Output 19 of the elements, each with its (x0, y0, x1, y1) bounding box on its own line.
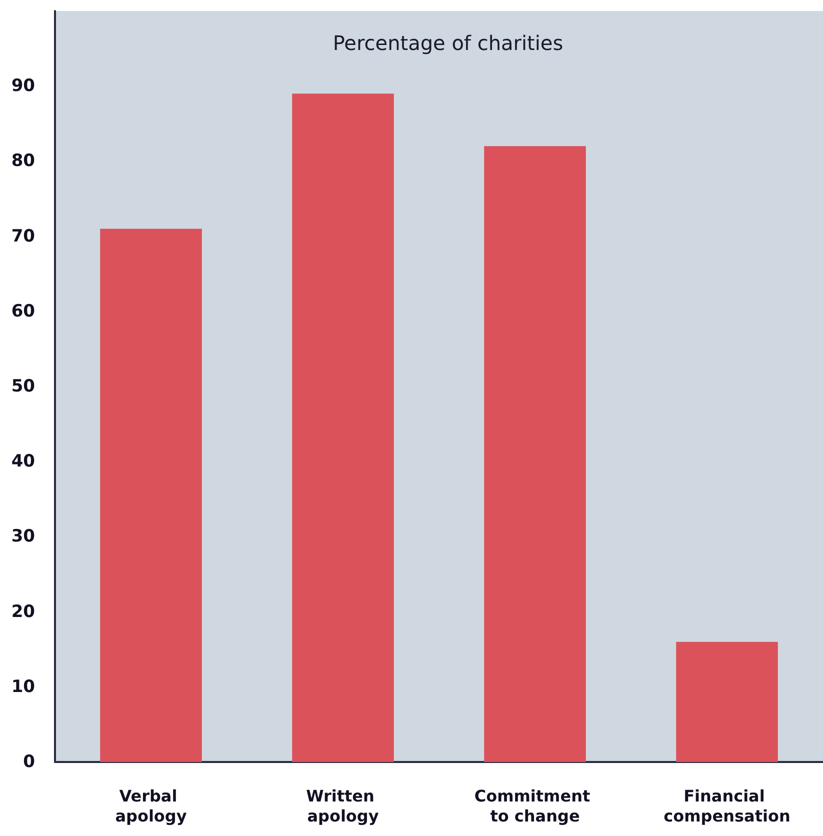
y-tick-label: 20 (11, 602, 36, 622)
y-tick-label: 90 (11, 76, 36, 96)
y-tick-label: 30 (11, 526, 36, 547)
y-tick-label: 0 (23, 752, 36, 772)
x-tick-label: Verbal apology (115, 786, 188, 826)
y-tick-label: 60 (11, 301, 36, 322)
text: Percentage of charities (332, 31, 564, 55)
y-tick-label: 80 (11, 151, 36, 172)
bar (676, 642, 778, 762)
x-tick-label: Financial compensation (664, 786, 790, 826)
x-tick-label: Commitment to change (474, 786, 596, 826)
y-tick-label: 50 (11, 376, 36, 396)
y-tick-label: 70 (11, 226, 36, 246)
bar (484, 146, 586, 762)
y-tick-label: 40 (11, 452, 36, 472)
bar (292, 94, 394, 762)
y-tick-label: 10 (11, 676, 36, 697)
x-tick-label: Written apology (306, 786, 380, 826)
bar (100, 228, 202, 762)
